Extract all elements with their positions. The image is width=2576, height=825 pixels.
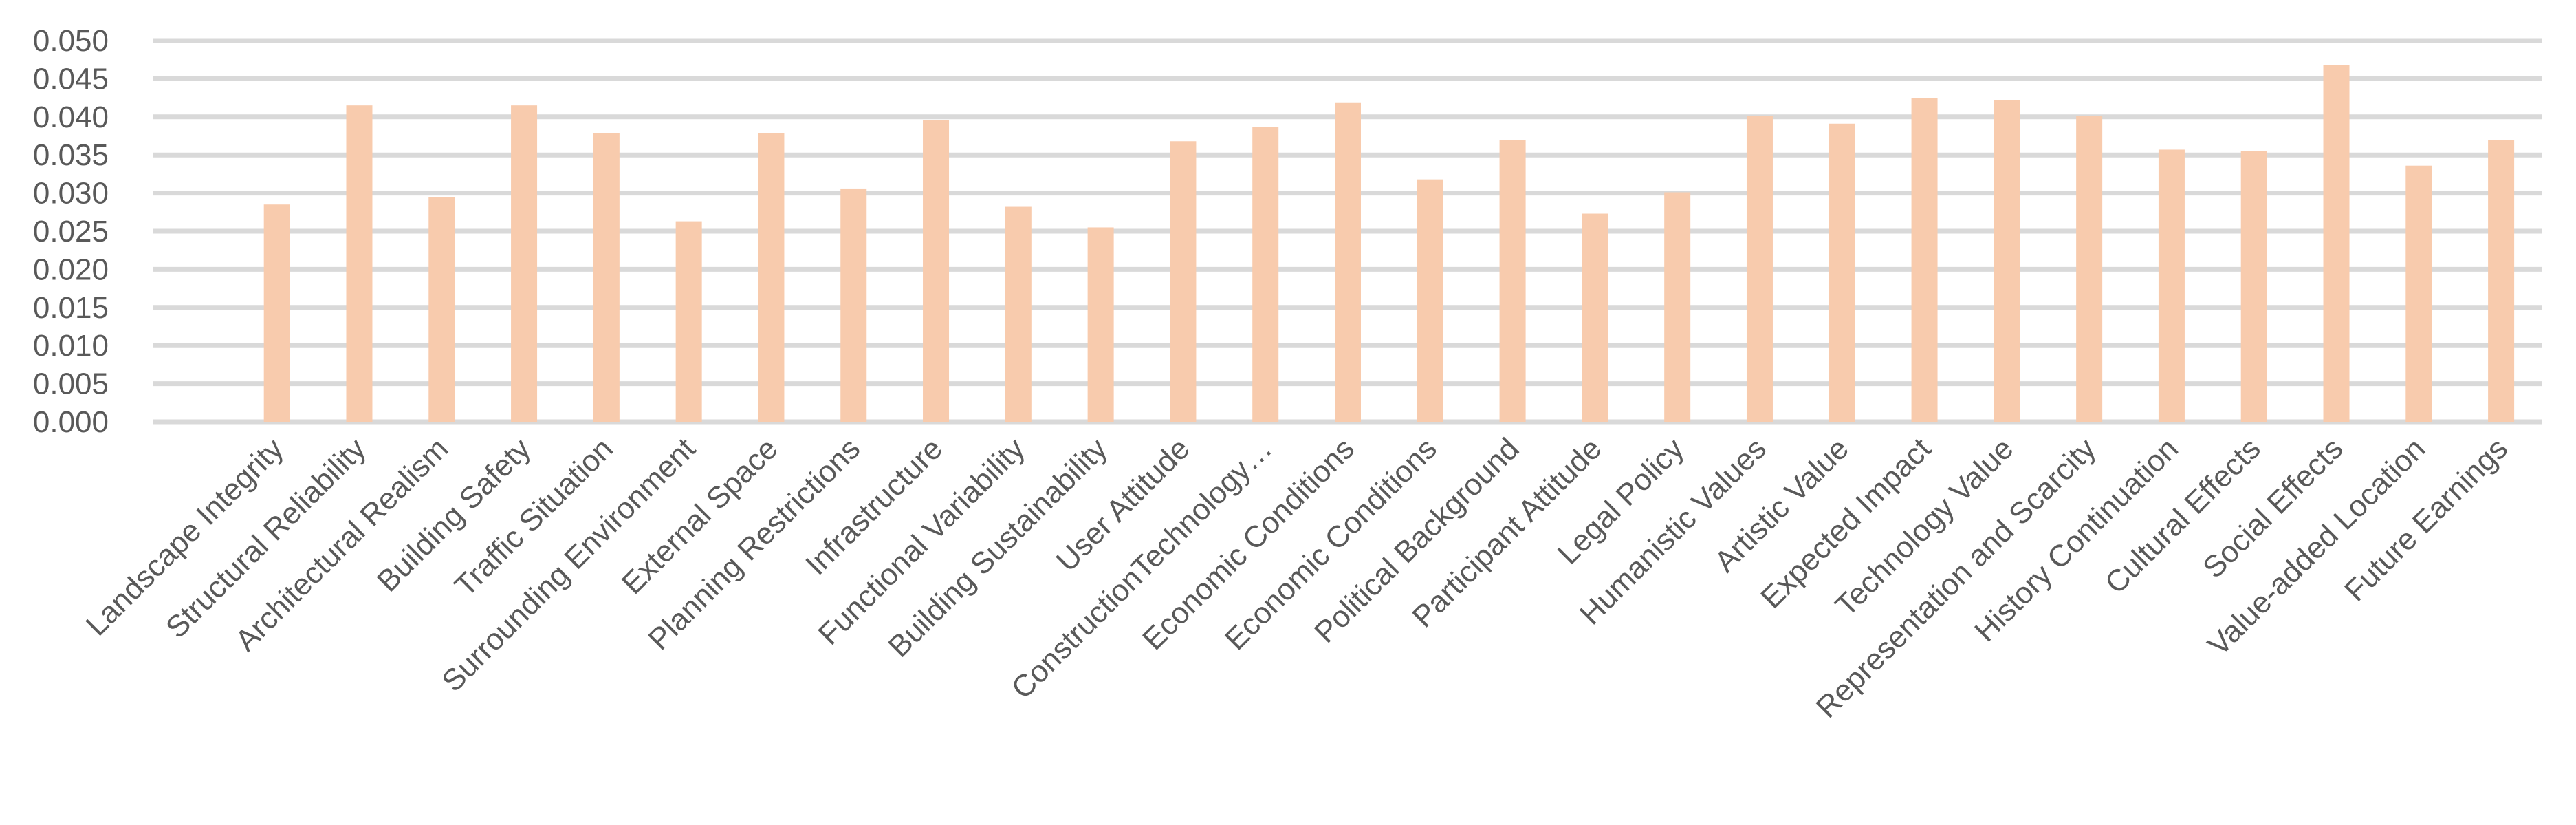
bar bbox=[758, 133, 785, 422]
y-tick-label: 0.015 bbox=[33, 291, 109, 325]
bar bbox=[675, 221, 702, 422]
bar bbox=[1994, 100, 2020, 422]
bar bbox=[923, 120, 950, 422]
bar bbox=[2076, 116, 2103, 422]
y-tick-label: 0.010 bbox=[33, 329, 109, 363]
bar bbox=[1582, 213, 1608, 422]
bar bbox=[511, 105, 538, 422]
bar bbox=[1005, 206, 1032, 422]
bar bbox=[1417, 179, 1443, 422]
bar bbox=[593, 133, 620, 422]
y-tick-label: 0.005 bbox=[33, 367, 109, 401]
bar bbox=[2240, 151, 2267, 422]
bar bbox=[346, 105, 373, 422]
y-tick-label: 0.000 bbox=[33, 405, 109, 439]
bar bbox=[840, 188, 867, 422]
bars bbox=[263, 65, 2515, 422]
y-tick-label: 0.035 bbox=[33, 138, 109, 172]
bar bbox=[2405, 165, 2432, 422]
bar bbox=[1911, 98, 1938, 422]
y-tick-label: 0.050 bbox=[33, 24, 109, 58]
y-tick-label: 0.045 bbox=[33, 62, 109, 96]
bar bbox=[263, 204, 290, 422]
bar bbox=[428, 197, 455, 422]
bar bbox=[1252, 127, 1279, 422]
y-tick-label: 0.040 bbox=[33, 100, 109, 134]
bar bbox=[2158, 149, 2185, 422]
y-tick-label: 0.030 bbox=[33, 177, 109, 211]
bar bbox=[1170, 141, 1197, 422]
bar bbox=[1746, 116, 1773, 422]
bar bbox=[1335, 102, 1361, 422]
bar bbox=[1499, 140, 1526, 422]
y-axis-ticks: 0.000 0.005 0.010 0.015 0.020 0.025 0.030 0.035… bbox=[33, 24, 109, 439]
bar bbox=[1664, 192, 1691, 422]
y-tick-label: 0.025 bbox=[33, 215, 109, 248]
bar bbox=[1829, 123, 1855, 422]
y-tick-label: 0.020 bbox=[33, 253, 109, 286]
bar bbox=[1087, 227, 1114, 422]
bar bbox=[2323, 65, 2350, 422]
bar bbox=[2488, 140, 2515, 422]
